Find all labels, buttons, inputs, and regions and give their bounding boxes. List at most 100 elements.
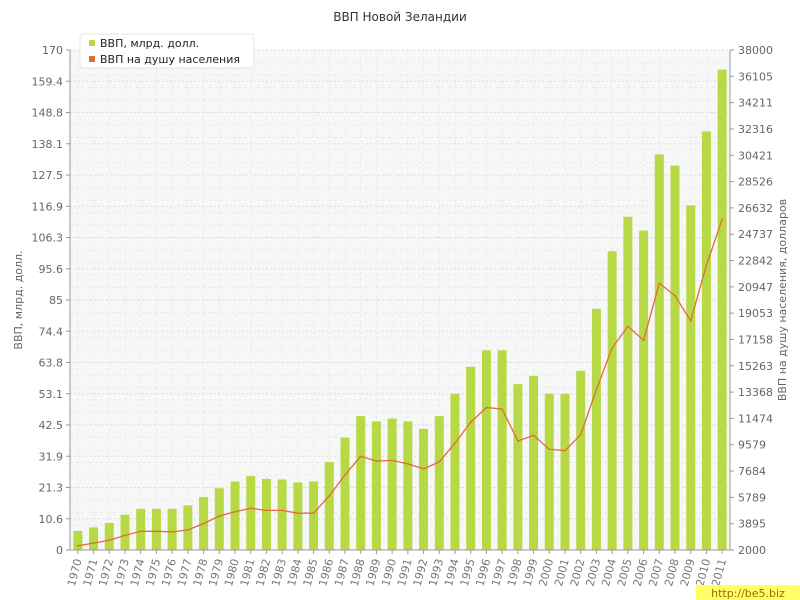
bar [293,482,303,550]
left-tick-label: 42.5 [39,419,64,432]
bar [309,481,319,550]
bar [89,527,99,550]
bar [450,393,460,550]
line-point [234,511,236,513]
line-point [108,539,111,542]
legend-swatch-per-capita [89,56,95,62]
line-point [595,388,598,391]
bar [544,393,554,550]
right-tick-label: 11474 [738,412,773,425]
bar [214,488,224,550]
left-tick-label: 53.1 [39,388,64,401]
left-tick-label: 21.3 [39,482,64,495]
right-tick-label: 38000 [738,44,773,57]
right-tick-label: 15263 [738,360,773,373]
line-point [674,295,676,297]
gdp-bars [73,69,727,551]
line-point [297,512,299,514]
bar [497,350,507,550]
left-tick-label: 138.1 [32,138,64,151]
left-tick-label: 63.8 [39,357,64,370]
line-point [249,507,252,510]
bar [387,418,397,550]
per-capita-line [77,218,723,547]
line-point [422,467,425,470]
line-point [344,474,346,476]
line-point [658,282,661,285]
watermark-link[interactable]: http://be5.biz [711,587,785,600]
right-tick-label: 2000 [738,544,766,557]
bar [73,530,83,550]
line-point [642,339,645,342]
right-tick-label: 30421 [738,149,773,162]
bar [183,505,193,550]
left-tick-label: 106.3 [32,232,64,245]
line-point [532,434,535,437]
right-tick-label: 7684 [738,465,766,478]
right-tick-label: 9579 [738,439,766,452]
left-axis-ticks: 0 10.6 21.3 31.9 42.5 53.1 63.8 74.4 85 95.6 106.3… [32,44,70,557]
line-point [579,433,582,436]
bar [356,416,366,550]
bar [246,476,256,550]
line-point [517,440,519,442]
right-tick-label: 22842 [738,255,773,268]
right-tick-label: 19053 [738,307,773,320]
line-point [705,264,708,267]
legend-box [79,33,255,69]
line-point [375,460,378,462]
right-tick-label: 26632 [738,202,773,215]
left-axis-title: ВВП, млрд. долл. [12,250,25,349]
bar [120,514,130,550]
right-tick-label: 20947 [738,281,773,294]
right-tick-label: 5789 [738,491,766,504]
bar [340,437,350,550]
bar [104,522,114,550]
line-point [281,509,283,512]
line-point [155,530,158,533]
line-point [139,530,142,533]
right-tick-label: 36105 [738,70,773,83]
bar [466,366,476,550]
line-point [469,421,472,424]
watermark[interactable]: http://be5.biz [696,585,800,600]
line-point [438,461,441,463]
bar [529,375,539,550]
bar [434,416,444,550]
left-tick-label: 0 [56,544,63,557]
left-tick-label: 74.4 [39,325,64,338]
line-point [171,531,173,533]
line-point [328,495,331,497]
left-tick-label: 85 [49,294,63,307]
bar [654,154,664,551]
bar [481,350,491,550]
bar [560,393,570,550]
bar [277,479,287,550]
bar [639,230,649,550]
left-tick-label: 148.8 [32,107,64,120]
legend-label-per-capita: ВВП на душу населения [100,53,240,66]
line-point [611,347,613,349]
line-point [359,455,362,458]
line-point [501,408,503,410]
bar [151,508,161,550]
right-tick-label: 32316 [738,123,773,136]
line-point [564,449,566,452]
right-tick-label: 3895 [738,518,766,531]
right-tick-label: 13368 [738,386,773,399]
line-point [485,406,488,409]
line-point [218,515,221,517]
chart-title: ВВП Новой Зеландии [333,10,467,24]
bar [371,421,381,550]
bar [419,428,429,550]
legend[interactable]: ВВП, млрд. долл. ВВП на душу населения [79,33,255,69]
left-tick-label: 31.9 [39,450,64,463]
left-tick-label: 127.5 [32,169,64,182]
line-point [407,463,409,465]
watermark-bg [696,585,800,600]
line-point [627,325,629,328]
left-tick-label: 95.6 [39,263,64,276]
bar [403,421,413,550]
bar [670,165,680,550]
